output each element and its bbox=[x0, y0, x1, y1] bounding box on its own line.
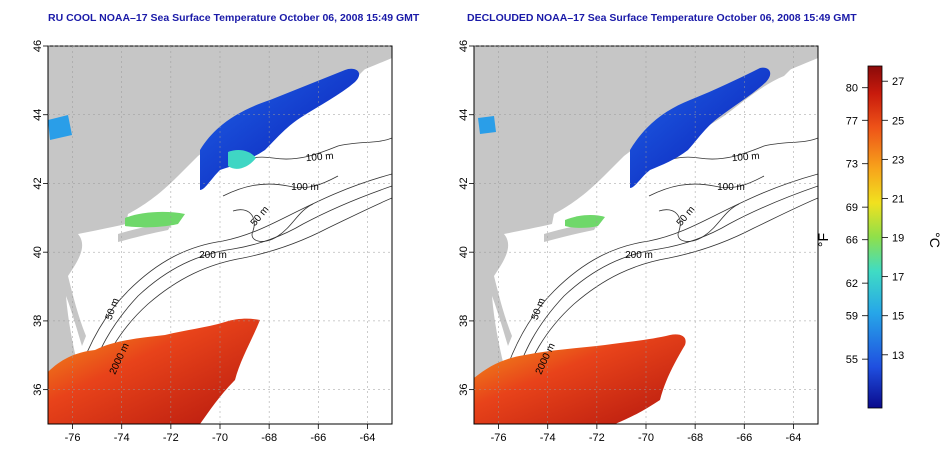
y-tick-label: 44 bbox=[32, 109, 44, 121]
c-tick-label: 13 bbox=[892, 350, 904, 362]
y-tick-label: 44 bbox=[458, 109, 470, 121]
x-tick-label: -68 bbox=[261, 432, 277, 444]
left-map-axes: -76 -74 -72 -70 -68 -66 -64 36 38 40 42 44 46 bbox=[32, 40, 392, 444]
f-tick-label: 59 bbox=[846, 311, 858, 323]
x-tick-label: -72 bbox=[589, 432, 605, 444]
contour-label: 100 m bbox=[305, 151, 334, 164]
c-tick-label: 21 bbox=[892, 193, 904, 205]
x-tick-label: -66 bbox=[310, 432, 326, 444]
x-tick-label: -70 bbox=[638, 432, 654, 444]
x-tick-label: -70 bbox=[212, 432, 228, 444]
right-map-axes: -76 -74 -72 -70 -68 -66 -64 36 38 40 42 44 46 bbox=[458, 40, 818, 444]
y-tick-label: 38 bbox=[32, 315, 44, 327]
x-tick-label: -64 bbox=[359, 432, 375, 444]
f-tick-label: 62 bbox=[846, 278, 858, 290]
fahrenheit-unit: °F bbox=[815, 233, 831, 247]
c-tick-label: 15 bbox=[892, 311, 904, 323]
right-map-title: DECLOUDED NOAA–17 Sea Surface Temperatur… bbox=[467, 12, 857, 24]
y-tick-label: 36 bbox=[32, 384, 44, 396]
contour-label: 200 m bbox=[625, 250, 653, 261]
contour-label: 200 m bbox=[199, 250, 227, 261]
f-tick-label: 66 bbox=[846, 235, 858, 247]
colorbar bbox=[867, 65, 883, 409]
f-tick-label: 73 bbox=[846, 159, 858, 171]
c-tick-label: 17 bbox=[892, 272, 904, 284]
c-tick-label: 19 bbox=[892, 233, 904, 245]
y-tick-label: 36 bbox=[458, 384, 470, 396]
c-tick-label: 25 bbox=[892, 115, 904, 127]
c-tick-label: 23 bbox=[892, 154, 904, 166]
contour-label: 100 m bbox=[717, 182, 745, 193]
y-tick-label: 46 bbox=[458, 40, 470, 52]
left-sst-map bbox=[47, 45, 393, 425]
x-tick-label: -66 bbox=[736, 432, 752, 444]
contour-label: 100 m bbox=[291, 182, 319, 193]
x-tick-label: -76 bbox=[65, 432, 81, 444]
y-tick-label: 46 bbox=[32, 40, 44, 52]
y-tick-label: 38 bbox=[458, 315, 470, 327]
right-sst-map bbox=[473, 45, 819, 425]
c-tick-label: 27 bbox=[892, 76, 904, 88]
celsius-unit: °C bbox=[927, 232, 943, 248]
f-tick-label: 55 bbox=[846, 354, 858, 366]
colorbar-ticks: 80 77 73 69 66 62 59 55 27 25 23 21 19 17 15 13 bbox=[846, 76, 905, 366]
x-tick-label: -74 bbox=[114, 432, 130, 444]
x-tick-label: -68 bbox=[687, 432, 703, 444]
x-tick-label: -64 bbox=[785, 432, 801, 444]
x-tick-label: -76 bbox=[491, 432, 507, 444]
left-map-title: RU COOL NOAA–17 Sea Surface Temperature … bbox=[48, 12, 420, 24]
x-tick-label: -72 bbox=[163, 432, 179, 444]
y-tick-label: 42 bbox=[32, 177, 44, 189]
y-tick-label: 42 bbox=[458, 177, 470, 189]
contour-label: 100 m bbox=[731, 151, 760, 164]
f-tick-label: 69 bbox=[846, 202, 858, 214]
y-tick-label: 40 bbox=[458, 246, 470, 258]
y-tick-label: 40 bbox=[32, 246, 44, 258]
f-tick-label: 77 bbox=[846, 115, 858, 127]
x-tick-label: -74 bbox=[540, 432, 556, 444]
f-tick-label: 80 bbox=[846, 83, 858, 95]
